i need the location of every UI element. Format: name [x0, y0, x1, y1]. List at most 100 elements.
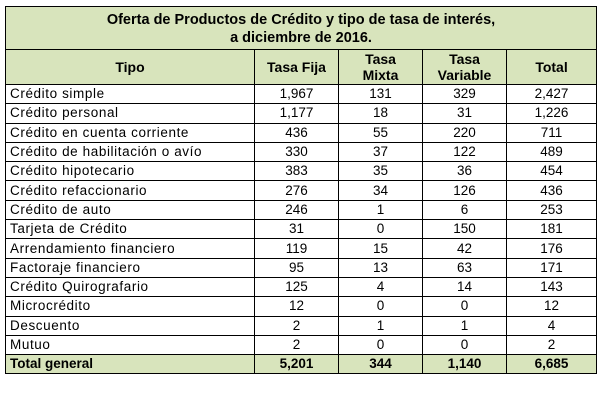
header-tasa-fija: Tasa Fija [254, 49, 339, 85]
cell-fija: 383 [254, 161, 339, 182]
cell-tipo: Microcrédito [5, 296, 255, 317]
cell-variable: 122 [422, 141, 507, 163]
total-variable: 1,140 [422, 354, 507, 375]
cell-fija: 125 [254, 276, 339, 298]
cell-variable: 31 [422, 103, 507, 124]
cell-mixta: 131 [338, 83, 423, 105]
cell-mixta: 13 [338, 257, 423, 278]
cell-tipo: Crédito refaccionario [5, 180, 255, 201]
cell-mixta: 18 [338, 103, 423, 124]
cell-mixta: 1 [338, 199, 423, 221]
cell-total: 253 [505, 199, 598, 221]
credit-offer-table-container: Oferta de Productos de Crédito y tipo de… [4, 6, 598, 375]
table-row: Microcrédito 12 0 0 12 [5, 296, 598, 317]
cell-total: 711 [505, 122, 598, 143]
table-row: Crédito Quirografario 125 4 14 143 [5, 276, 598, 298]
cell-fija: 12 [254, 296, 339, 317]
cell-total: 2,427 [505, 83, 598, 105]
table-row: Mutuo 2 0 0 2 [5, 334, 598, 356]
cell-tipo: Crédito de auto [5, 199, 255, 221]
cell-variable: 0 [422, 334, 507, 356]
cell-variable: 220 [422, 122, 507, 143]
total-total: 6,685 [505, 354, 598, 375]
credit-offer-table: Oferta de Productos de Crédito y tipo de… [4, 6, 598, 375]
cell-variable: 126 [422, 180, 507, 201]
table-row: Tarjeta de Crédito 31 0 150 181 [5, 219, 598, 240]
cell-tipo: Factoraje financiero [5, 257, 255, 278]
table-row: Crédito simple 1,967 131 329 2,427 [5, 83, 598, 105]
cell-total: 171 [505, 257, 598, 278]
cell-fija: 246 [254, 199, 339, 221]
table-title-line2: a diciembre de 2016. [230, 30, 372, 46]
total-label: Total general [5, 354, 255, 375]
table-row: Arrendamiento financiero 119 15 42 176 [5, 238, 598, 259]
header-tasa-mixta-line1: Tasa [365, 51, 396, 67]
table-row: Crédito refaccionario 276 34 126 436 [5, 180, 598, 201]
cell-fija: 2 [254, 334, 339, 356]
cell-variable: 36 [422, 161, 507, 182]
cell-fija: 436 [254, 122, 339, 143]
header-tipo: Tipo [5, 49, 255, 85]
cell-mixta: 0 [338, 296, 423, 317]
table-title-line1: Oferta de Productos de Crédito y tipo de… [106, 12, 496, 28]
cell-total: 454 [505, 161, 598, 182]
table-title: Oferta de Productos de Crédito y tipo de… [4, 6, 598, 50]
cell-mixta: 34 [338, 180, 423, 201]
cell-mixta: 0 [338, 219, 423, 240]
table-row: Crédito de auto 246 1 6 253 [5, 199, 598, 221]
header-tasa-variable-line2: Variable [437, 67, 492, 83]
cell-variable: 150 [422, 219, 507, 240]
cell-fija: 31 [254, 219, 339, 240]
cell-tipo: Tarjeta de Crédito [5, 219, 255, 240]
cell-mixta: 35 [338, 161, 423, 182]
cell-mixta: 15 [338, 238, 423, 259]
cell-total: 176 [505, 238, 598, 259]
header-tasa-variable: Tasa Variable [422, 49, 507, 85]
table-row: Crédito en cuenta corriente 436 55 220 7… [5, 122, 598, 143]
table-row: Descuento 2 1 1 4 [5, 315, 598, 336]
cell-variable: 0 [422, 296, 507, 317]
header-tasa-variable-line1: Tasa [449, 51, 480, 67]
cell-total: 143 [505, 276, 598, 298]
cell-mixta: 1 [338, 315, 423, 336]
cell-variable: 6 [422, 199, 507, 221]
cell-fija: 2 [254, 315, 339, 336]
cell-total: 4 [505, 315, 598, 336]
cell-fija: 119 [254, 238, 339, 259]
header-total: Total [505, 49, 598, 85]
cell-total: 489 [505, 141, 598, 163]
table-row: Crédito hipotecario 383 35 36 454 [5, 161, 598, 182]
table-row: Crédito de habilitación o avío 330 37 12… [5, 141, 598, 163]
cell-total: 12 [505, 296, 598, 317]
table-row: Crédito personal 1,177 18 31 1,226 [5, 103, 598, 124]
cell-mixta: 4 [338, 276, 423, 298]
cell-fija: 95 [254, 257, 339, 278]
header-row: Tipo Tasa Fija Tasa Mixta Tasa Variable … [5, 49, 598, 85]
cell-tipo: Crédito en cuenta corriente [5, 122, 255, 143]
cell-variable: 1 [422, 315, 507, 336]
header-tasa-mixta: Tasa Mixta [338, 49, 423, 85]
cell-tipo: Crédito Quirografario [5, 276, 255, 298]
cell-tipo: Arrendamiento financiero [5, 238, 255, 259]
header-tasa-mixta-line2: Mixta [362, 67, 399, 83]
cell-variable: 63 [422, 257, 507, 278]
table-row: Factoraje financiero 95 13 63 171 [5, 257, 598, 278]
cell-tipo: Crédito personal [5, 103, 255, 124]
cell-tipo: Crédito simple [5, 83, 255, 105]
cell-total: 436 [505, 180, 598, 201]
cell-fija: 1,177 [254, 103, 339, 124]
cell-mixta: 0 [338, 334, 423, 356]
cell-tipo: Crédito de habilitación o avío [5, 141, 255, 163]
cell-tipo: Mutuo [5, 334, 255, 356]
cell-variable: 329 [422, 83, 507, 105]
cell-fija: 276 [254, 180, 339, 201]
cell-tipo: Descuento [5, 315, 255, 336]
total-fija: 5,201 [254, 354, 339, 375]
cell-tipo: Crédito hipotecario [5, 161, 255, 182]
total-mixta: 344 [338, 354, 423, 375]
cell-mixta: 55 [338, 122, 423, 143]
cell-mixta: 37 [338, 141, 423, 163]
cell-total: 181 [505, 219, 598, 240]
cell-variable: 14 [422, 276, 507, 298]
cell-fija: 330 [254, 141, 339, 163]
